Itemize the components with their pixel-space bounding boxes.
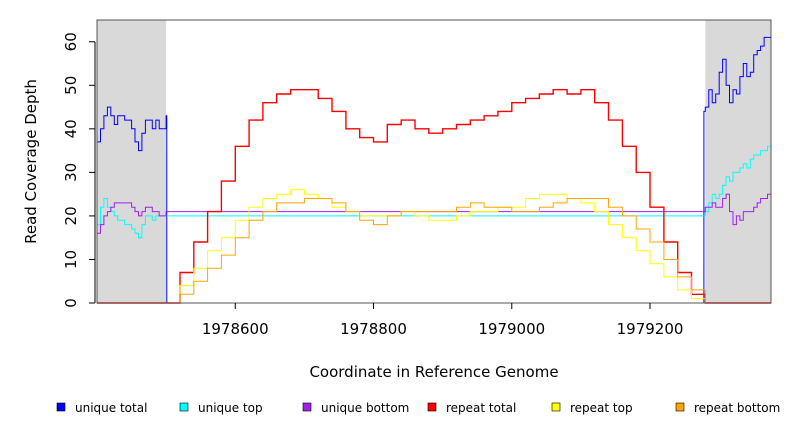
series-line-repeat-top: [97, 189, 771, 304]
legend-label-repeat-top: repeat top: [570, 401, 633, 415]
x-tick-label: 1978800: [340, 320, 407, 338]
legend-swatch-unique-bottom: [302, 402, 312, 412]
y-tick-label: 20: [62, 206, 80, 225]
legend-swatch-repeat-top: [551, 402, 561, 412]
x-axis-title: Coordinate in Reference Genome: [309, 363, 558, 381]
x-tick-label: 1978600: [202, 320, 269, 338]
series-line-repeat-total: [97, 89, 771, 304]
legend: unique total unique top unique bottom repea…: [56, 401, 780, 415]
legend-swatch-unique-total: [56, 402, 66, 412]
legend-label-repeat-bottom: repeat bottom: [694, 401, 780, 415]
legend-label-unique-total: unique total: [75, 401, 147, 415]
y-axis-title: Read Coverage Depth: [22, 79, 40, 244]
series-line-unique-bottom: [97, 193, 771, 234]
series-line-unique-top: [97, 145, 771, 239]
shaded-regions: [97, 20, 771, 303]
series-lines: [97, 36, 771, 304]
shaded-region-2: [705, 20, 771, 303]
y-tick-label: 50: [62, 76, 80, 95]
y-axis: 0 10 20 30 40 50 60: [62, 32, 96, 308]
series-line-repeat-bottom: [97, 198, 771, 304]
x-axis: 1978600 1978800 1979000 1979200: [202, 303, 684, 338]
series-line-unique-total: [97, 36, 771, 304]
legend-label-unique-bottom: unique bottom: [321, 401, 409, 415]
legend-swatch-repeat-bottom: [675, 402, 685, 412]
x-tick-label: 1979200: [617, 320, 684, 338]
y-tick-label: 10: [62, 250, 80, 269]
legend-label-unique-top: unique top: [198, 401, 263, 415]
shaded-region-1: [97, 20, 167, 303]
y-tick-label: 30: [62, 163, 80, 182]
legend-swatch-repeat-total: [427, 402, 437, 412]
y-tick-label: 40: [62, 119, 80, 138]
legend-label-repeat-total: repeat total: [446, 401, 516, 415]
legend-swatch-unique-top: [179, 402, 189, 412]
x-tick-label: 1979000: [478, 320, 545, 338]
y-tick-label: 60: [62, 32, 80, 51]
y-tick-label: 0: [62, 298, 80, 308]
plot-frame: [96, 19, 772, 304]
